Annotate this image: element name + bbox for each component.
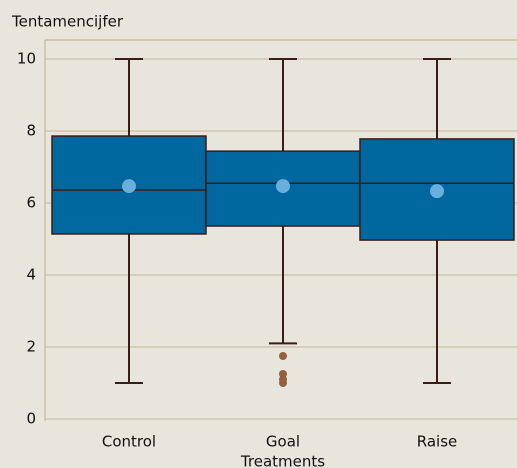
x-tick-label: Goal [266, 433, 300, 451]
y-tick-label: 0 [26, 410, 36, 428]
y-tick-label: 8 [26, 122, 36, 140]
y-tick-label: 6 [26, 194, 36, 212]
mean-dot [430, 184, 444, 199]
mean-dot [122, 179, 136, 194]
y-tick-label: 4 [26, 266, 36, 284]
y-tick-label: 2 [26, 338, 36, 356]
outlier [279, 352, 287, 360]
x-axis-label: Treatments [240, 453, 325, 468]
x-tick-label: Control [102, 433, 156, 451]
y-axis-label: Tentamencijfer [11, 13, 124, 31]
x-tick-label: Raise [417, 433, 458, 451]
y-tick-label: 10 [17, 50, 36, 68]
mean-dot [276, 179, 290, 194]
box [359, 138, 515, 241]
outlier [279, 379, 287, 387]
